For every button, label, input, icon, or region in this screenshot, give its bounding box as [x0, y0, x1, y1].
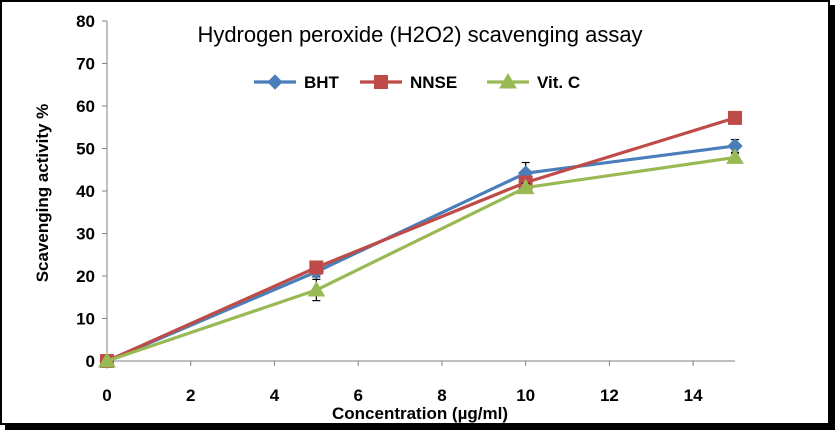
series-vit-c	[98, 148, 744, 368]
y-tick-label: 50	[76, 140, 95, 159]
data-point-vit-c	[726, 148, 744, 164]
legend-label: Vit. C	[537, 73, 580, 92]
legend-item-nnse: NNSE	[360, 73, 457, 92]
y-tick-label: 20	[76, 267, 95, 286]
x-tick-label: 14	[684, 386, 703, 405]
y-axis-title: Scavenging activity %	[33, 104, 52, 283]
x-axis-title: Concentration (µg/ml)	[332, 404, 508, 423]
x-ticks: 0 2 4 6 8 10 12 14	[102, 361, 703, 405]
x-tick-label: 12	[600, 386, 619, 405]
data-point-nnse	[309, 260, 324, 275]
x-tick-label: 0	[102, 386, 111, 405]
legend-marker	[374, 75, 388, 89]
y-tick-label: 10	[76, 310, 95, 329]
data-point-nnse	[728, 110, 742, 125]
data-point-vit-c	[98, 351, 116, 368]
series-line-bht	[106, 144, 736, 363]
plot-area	[98, 110, 744, 369]
series-line-vit-c	[106, 155, 736, 363]
y-tick-label: 80	[76, 12, 95, 31]
x-tick-label: 8	[437, 386, 446, 405]
y-tick-label: 40	[76, 182, 95, 201]
legend-label: NNSE	[410, 73, 457, 92]
y-tick-label: 70	[76, 55, 95, 74]
legend: BHT NNSE Vit. C	[254, 72, 580, 92]
legend-marker	[499, 72, 517, 89]
data-point-vit-c	[516, 178, 535, 195]
y-tick-label: 0	[86, 352, 95, 371]
series-bht	[99, 138, 743, 369]
data-point-vit-c	[307, 281, 326, 297]
x-tick-label: 4	[270, 386, 280, 405]
chart-title: Hydrogen peroxide (H2O2) scavenging assa…	[197, 22, 642, 47]
y-ticks: 0 10 20 30 40 50 60 70 80	[76, 12, 107, 371]
legend-item-vit-c: Vit. C	[487, 72, 580, 92]
series-line-nnse	[106, 116, 736, 363]
x-tick-label: 10	[516, 386, 535, 405]
x-tick-label: 6	[353, 386, 362, 405]
axes	[106, 21, 735, 362]
legend-item-bht: BHT	[254, 73, 340, 92]
chart-frame	[0, 0, 830, 425]
y-tick-label: 60	[76, 97, 95, 116]
y-tick-label: 30	[76, 225, 95, 244]
legend-label: BHT	[304, 73, 340, 92]
x-tick-label: 2	[186, 386, 195, 405]
legend-marker	[267, 74, 283, 90]
